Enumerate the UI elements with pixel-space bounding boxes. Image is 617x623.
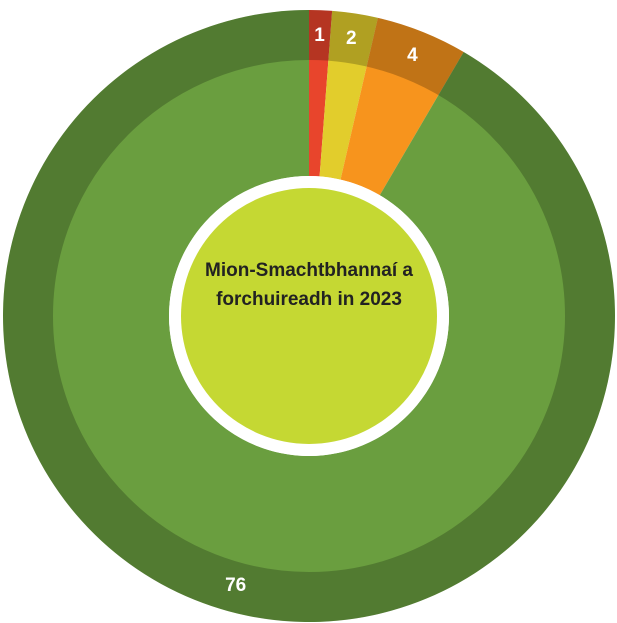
chart-title: Mion-Smachtbhannaí a forchuireadh in 202… bbox=[205, 260, 413, 310]
data-label: 76 bbox=[225, 575, 246, 596]
outer-band bbox=[3, 10, 615, 622]
donut-segment bbox=[3, 10, 616, 623]
data-label: 4 bbox=[407, 45, 418, 66]
donut-segment bbox=[340, 17, 464, 196]
data-label: 1 bbox=[314, 25, 325, 46]
donut-segment bbox=[309, 10, 333, 177]
donut-segment bbox=[319, 10, 378, 180]
data-label: 2 bbox=[346, 28, 357, 49]
center-disc bbox=[181, 188, 437, 444]
